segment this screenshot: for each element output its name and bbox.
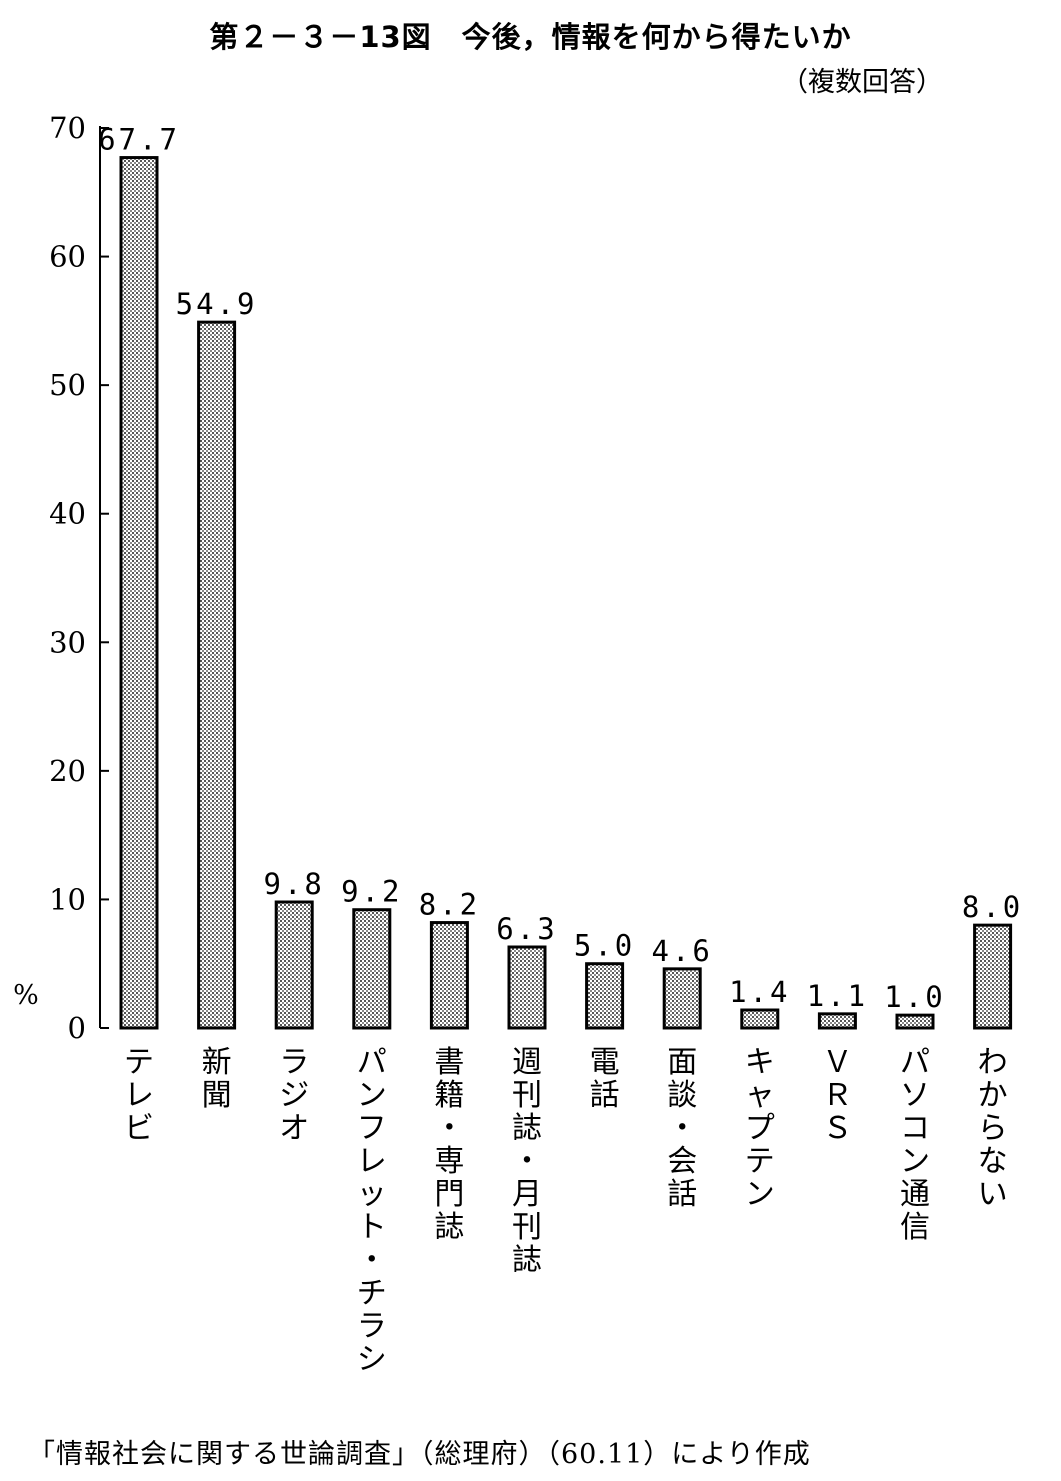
source-note: 「情報社会に関する世論調査」（総理府）（60.11）により作成	[28, 1439, 811, 1470]
bar-8	[740, 1008, 780, 1030]
bar-6	[585, 962, 625, 1030]
value-label-3: 9.2	[341, 875, 402, 909]
y-axis-label: %	[13, 980, 39, 1011]
y-tick-label: 30	[49, 625, 86, 659]
category-label-6: 電話	[590, 1045, 620, 1113]
category-label-3: パンフレット・チラシ	[357, 1045, 387, 1377]
category-label-9: ＶＲＳ	[822, 1045, 852, 1146]
category-label-8: キャプテン	[745, 1045, 775, 1212]
y-tick-label: 70	[49, 111, 86, 145]
chart-title: 第２－３－13図 今後，情報を何から得たいか	[209, 20, 852, 54]
value-label-11: 8.0	[962, 890, 1023, 924]
value-label-7: 4.6	[652, 934, 713, 968]
bar-5	[507, 945, 547, 1030]
value-label-1: 54.9	[176, 287, 258, 321]
y-tick-label: 40	[49, 497, 86, 531]
bar-7	[662, 967, 702, 1030]
bar-10	[895, 1013, 935, 1030]
category-label-5: 週刊誌・月刊誌	[512, 1045, 542, 1278]
chart-subtitle: （複数回答）	[781, 67, 943, 98]
bar-3	[352, 908, 392, 1030]
bar-9	[817, 1012, 857, 1030]
value-label-5: 6.3	[496, 912, 557, 946]
category-label-4: 書籍・専門誌	[434, 1045, 464, 1245]
bar-2	[274, 900, 314, 1030]
bar-11	[973, 923, 1013, 1030]
category-label-1: 新聞	[202, 1045, 232, 1113]
category-label-0: テレビ	[124, 1045, 154, 1146]
y-tick-label: 10	[49, 882, 86, 916]
value-label-8: 1.4	[729, 975, 790, 1009]
value-label-6: 5.0	[574, 929, 635, 963]
y-tick-label: 20	[49, 754, 86, 788]
value-label-9: 1.1	[807, 979, 868, 1013]
y-tick-label: 0	[68, 1011, 86, 1045]
category-label-2: ラジオ	[279, 1045, 309, 1146]
bar-4	[429, 921, 469, 1030]
value-label-4: 8.2	[419, 888, 480, 922]
value-label-10: 1.0	[884, 980, 945, 1014]
category-label-7: 面談・会話	[667, 1045, 697, 1212]
category-label-11: わからない	[978, 1045, 1008, 1212]
value-label-2: 9.8	[264, 867, 325, 901]
bar-1	[197, 320, 237, 1030]
bar-0	[119, 156, 159, 1030]
y-tick-label: 60	[49, 240, 86, 274]
value-label-0: 67.7	[98, 123, 180, 157]
y-tick-label: 50	[49, 368, 86, 402]
category-label-10: パソコン通信	[900, 1045, 930, 1245]
